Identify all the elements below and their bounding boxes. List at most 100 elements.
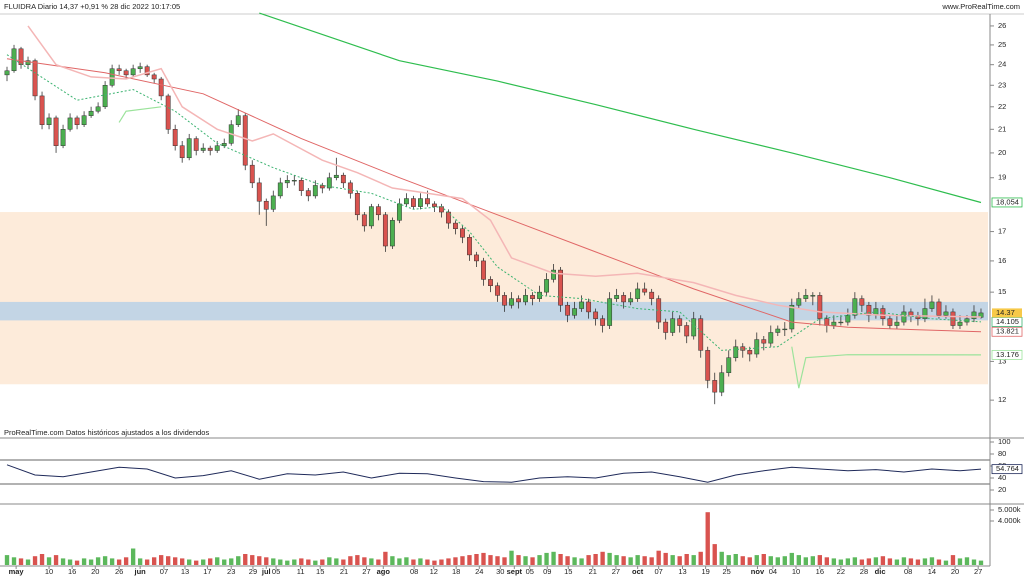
candle-body (803, 295, 809, 299)
candle-body (502, 295, 507, 306)
volume-bar (537, 555, 542, 565)
value-label: 14.105 (996, 317, 1019, 326)
candle-body (474, 254, 479, 262)
volume-bar (362, 557, 367, 565)
candle-body (432, 203, 437, 207)
value-box (991, 317, 1023, 327)
volume-bar (894, 559, 900, 565)
candle-body (614, 295, 620, 299)
y-tick-label: 40 (998, 473, 1006, 482)
candle-body (347, 182, 353, 194)
candle-body (270, 195, 276, 210)
candle-body (137, 66, 143, 69)
volume-bar (180, 558, 185, 565)
candle-body (796, 298, 802, 306)
site-link[interactable]: www.ProRealTime.com (941, 2, 1020, 11)
volume-bar (271, 558, 276, 565)
footer-note: ProRealTime.com Datos históricos ajustad… (4, 428, 209, 437)
volume-bar (782, 556, 787, 565)
x-tick-label: 16 (816, 567, 824, 576)
plot: 1213151617192021222324252618,05413.82114… (0, 12, 1023, 576)
x-tick-label: 18 (452, 567, 460, 576)
x-tick-label: 21 (340, 567, 348, 576)
volume-bar (95, 557, 101, 565)
candle-body (810, 295, 816, 297)
volume-bar (838, 559, 844, 565)
candle-body (971, 311, 977, 319)
candle-body (298, 180, 304, 191)
volume-bar (25, 559, 31, 565)
x-tick-label: 22 (837, 567, 845, 576)
volume-bar (635, 555, 640, 565)
x-tick-label: 20 (91, 567, 99, 576)
candle-body (495, 285, 500, 296)
candle-body (705, 350, 711, 381)
candle-body (572, 308, 578, 316)
volume-bar (551, 551, 556, 565)
volume-bar (488, 555, 493, 565)
candle-body (824, 318, 830, 326)
volume-bar (908, 558, 914, 565)
y-tick-label: 16 (998, 256, 1006, 265)
x-tick-label: 24 (475, 567, 483, 576)
candle-body (712, 380, 718, 393)
candle-body (775, 328, 781, 333)
volume-bar (929, 557, 935, 565)
volume-bar (187, 559, 192, 565)
volume-bar (116, 559, 122, 565)
y-tick-label: 23 (998, 80, 1006, 89)
volume-bar (719, 551, 724, 565)
x-tick-label: 30 (496, 567, 504, 576)
candle-body (761, 339, 767, 344)
candle-body (95, 106, 101, 112)
candle-body (593, 311, 599, 319)
volume-bar (130, 548, 136, 565)
candle-body (859, 298, 865, 306)
candle-body (628, 298, 634, 303)
x-tick-label: dic (875, 567, 886, 576)
volume-bar (453, 557, 458, 565)
candle-body (25, 60, 31, 65)
volume-bar (257, 556, 262, 565)
volume-bar (922, 558, 928, 565)
candle-body (509, 298, 514, 306)
x-tick-label: 05 (272, 567, 280, 576)
volume-bar (586, 555, 591, 565)
candle-body (789, 304, 795, 330)
candle-body (663, 321, 669, 333)
series-line (6, 464, 982, 483)
volume-bar (593, 554, 598, 565)
value-box (991, 349, 1023, 360)
candle-body (649, 291, 655, 299)
volume-bar (649, 557, 654, 565)
volume-bar (502, 557, 507, 565)
volume-bar (656, 550, 661, 565)
x-tick-label: 12 (430, 567, 438, 576)
x-tick-label: 15 (564, 567, 572, 576)
volume-bar (397, 558, 402, 565)
candle-body (838, 321, 844, 324)
volume-bar (936, 559, 942, 565)
x-tick-label: 10 (792, 567, 800, 576)
candle-body (256, 182, 262, 202)
volume-bar (348, 556, 353, 565)
y-tick-label: 21 (998, 124, 1006, 133)
volume-bar (733, 554, 738, 565)
volume-bar (509, 550, 514, 565)
volume-bar (705, 512, 710, 565)
x-tick-label: 26 (115, 567, 123, 576)
volume-bar (404, 557, 409, 565)
candle-body (403, 198, 409, 205)
candle-body (305, 190, 311, 197)
x-tick-label: jul (261, 567, 271, 576)
volume-bar (579, 558, 584, 565)
volume-bar (158, 555, 164, 565)
volume-bar (712, 544, 717, 565)
candle-body (158, 78, 164, 97)
y-tick-label: 22 (998, 102, 1006, 111)
candle-body (172, 129, 178, 146)
volume-bar (250, 555, 255, 565)
candle-body (200, 147, 206, 151)
volume-bar (18, 558, 24, 565)
volume-bar (151, 557, 157, 565)
